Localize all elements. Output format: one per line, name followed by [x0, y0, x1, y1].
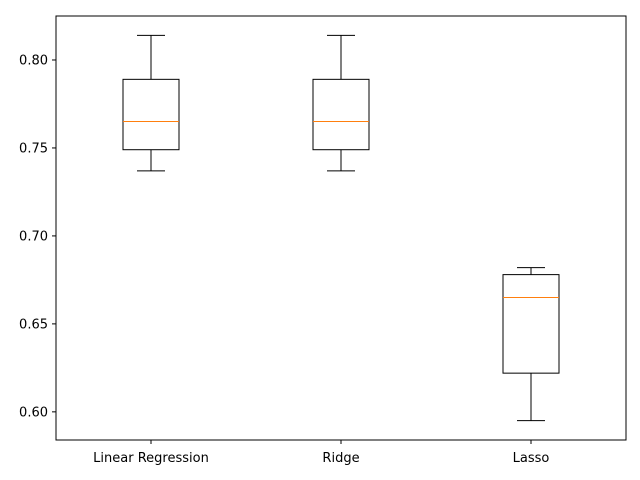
box-ridge — [312, 34, 370, 172]
box-lasso — [502, 267, 560, 422]
x-tick-label: Linear Regression — [93, 451, 209, 466]
x-tick-label: Lasso — [513, 451, 550, 466]
y-tick-label: 0.75 — [19, 141, 48, 156]
iqr-box — [312, 78, 370, 151]
iqr-box — [502, 274, 560, 374]
y-tick-label: 0.60 — [19, 405, 48, 420]
iqr-box — [122, 78, 180, 151]
y-tick-label: 0.80 — [19, 53, 48, 68]
x-tick-label: Ridge — [322, 451, 359, 466]
y-tick-label: 0.65 — [19, 317, 48, 332]
y-tick-label: 0.70 — [19, 229, 48, 244]
plot-area — [122, 34, 560, 422]
y-axis: 0.60 0.65 0.70 0.75 0.80 — [19, 53, 56, 420]
box-linear-regression — [122, 34, 180, 172]
x-axis: Linear Regression Ridge Lasso — [93, 440, 549, 466]
